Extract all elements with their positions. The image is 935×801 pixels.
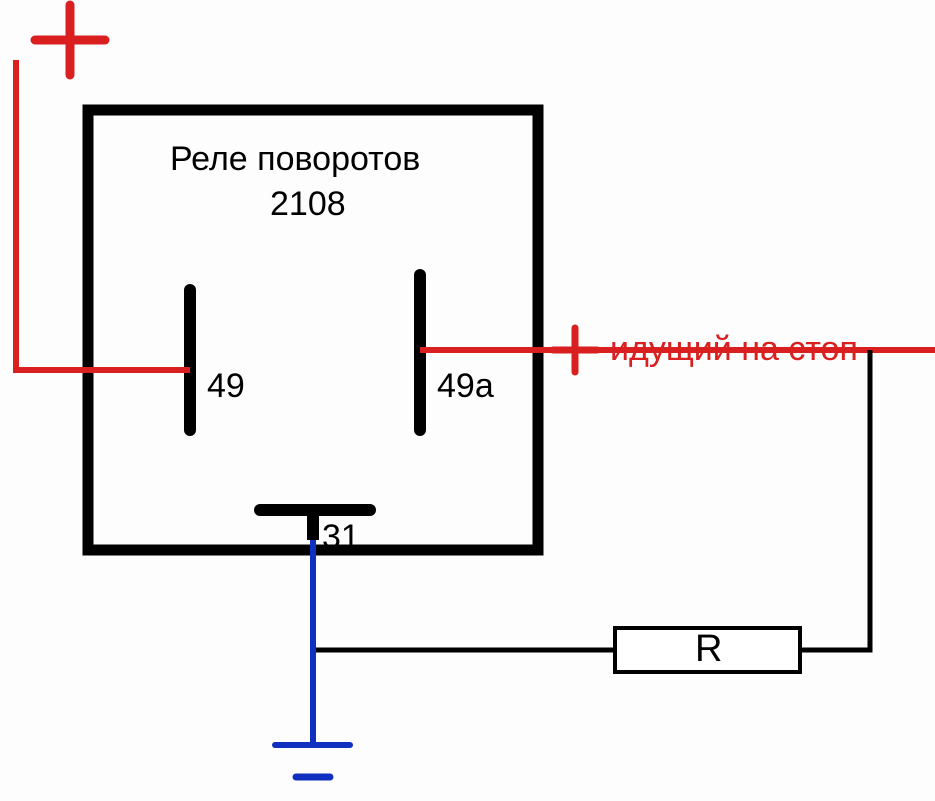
relay-title-line2: 2108 xyxy=(270,185,346,224)
resistor-label: R xyxy=(695,628,722,671)
terminal-31-label: 31 xyxy=(322,518,360,557)
terminal-49a-label: 49a xyxy=(437,367,494,406)
relay-title-line1: Реле поворотов xyxy=(170,140,420,179)
stop-wire-label: идущий на стоп xyxy=(610,330,858,369)
terminal-49-label: 49 xyxy=(207,367,245,406)
